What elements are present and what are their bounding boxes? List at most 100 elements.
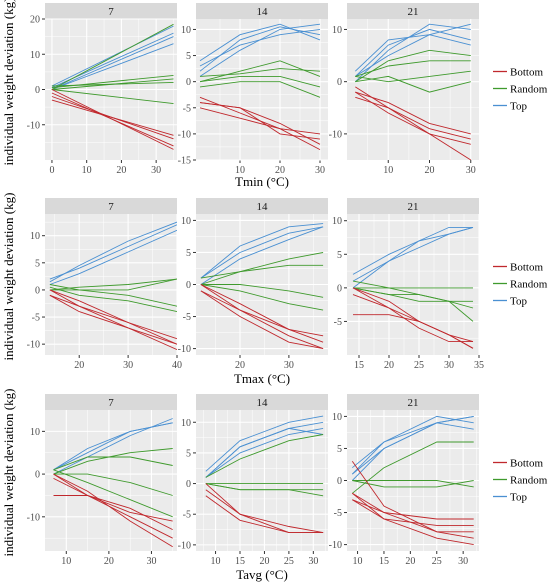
x-tick-label: 10 <box>82 165 92 176</box>
series-line-bottom <box>200 284 324 343</box>
x-tick-label: 20 <box>74 360 84 371</box>
legend-label: Random <box>510 475 548 487</box>
y-tick-label: 5 <box>186 248 191 259</box>
y-tick-label: 10 <box>30 427 40 438</box>
y-tick-label: -10 <box>27 512 40 523</box>
facet-strip <box>196 3 328 19</box>
facet-strip <box>347 3 479 19</box>
x-tick-label: 20 <box>104 556 114 567</box>
x-tick-label: 25 <box>414 360 424 371</box>
series-line-top <box>354 34 471 72</box>
series-line-random <box>49 286 177 313</box>
series-line-bottom <box>352 294 473 343</box>
series-line-random <box>53 456 173 471</box>
x-tick-label: 15 <box>354 360 364 371</box>
x-tick-label: 10 <box>383 165 393 176</box>
series-line-top <box>355 23 471 77</box>
x-tick-label: 15 <box>235 556 245 567</box>
y-tick-label: -5 <box>334 317 342 328</box>
y-tick-label: 5 <box>35 258 40 269</box>
series-line-random <box>49 289 177 307</box>
panel-row2-col2: 14 20 30 -10 -5 0 5 10 <box>178 198 328 371</box>
legend-row3: Bottom Random Top <box>493 458 548 504</box>
series-line-top <box>205 415 324 472</box>
series-line-top <box>51 36 174 90</box>
facet-strip-label: 14 <box>257 397 269 409</box>
y-tick-label: -5 <box>32 313 40 324</box>
series-line-top <box>49 229 177 285</box>
y-tick-label: -5 <box>183 103 191 114</box>
series-line-bottom <box>49 289 177 351</box>
y-tick-label: -15 <box>178 156 191 167</box>
x-axis-title: Tavg (°C) <box>236 567 288 582</box>
x-tick-label: 15 <box>379 556 389 567</box>
y-tick-label: 5 <box>337 250 342 261</box>
series-line-bottom <box>355 91 471 135</box>
y-tick-label: 0 <box>35 470 40 481</box>
x-tick-label: 20 <box>425 165 435 176</box>
series-line-random <box>200 264 324 279</box>
panel-background <box>347 214 479 355</box>
series-line-top <box>200 223 324 279</box>
series-line-top <box>199 23 321 62</box>
x-tick-label: 30 <box>308 556 318 567</box>
y-tick-label: 5 <box>337 444 342 455</box>
y-tick-label: 0 <box>337 476 342 487</box>
y-tick-label: 20 <box>30 15 40 26</box>
y-axis-title: individual weight deviation (kg) <box>1 0 16 165</box>
y-tick-label: 5 <box>186 51 191 62</box>
series-line-bottom <box>352 499 474 520</box>
y-tick-label: 0 <box>186 280 191 291</box>
x-tick-label: 25 <box>432 556 442 567</box>
x-tick-label: 20 <box>275 165 285 176</box>
panel-background <box>196 19 328 160</box>
x-axis-title: Tmax (°C) <box>234 371 290 386</box>
y-tick-label: -5 <box>183 510 191 521</box>
panel-row1-col1: 7 0 10 20 30 -10 0 10 20 <box>27 3 177 176</box>
facet-strip <box>45 198 177 214</box>
series-line-bottom <box>205 483 324 534</box>
series-line-random <box>355 60 471 77</box>
facet-strip <box>45 3 177 19</box>
x-tick-label: 20 <box>116 165 126 176</box>
series-line-random <box>200 252 324 285</box>
y-tick-label: -10 <box>329 129 342 140</box>
series-line-bottom <box>53 495 173 531</box>
series-line-bottom <box>49 294 177 340</box>
series-line-bottom <box>205 495 324 534</box>
series-line-random <box>49 278 177 291</box>
series-line-bottom <box>51 89 174 150</box>
series-line-random <box>199 75 321 88</box>
y-tick-label: -10 <box>329 540 342 551</box>
x-tick-label: 20 <box>259 556 269 567</box>
y-tick-label: 10 <box>181 216 191 227</box>
series-line-bottom <box>199 102 321 140</box>
series-line-random <box>51 81 174 87</box>
series-line-random <box>199 81 321 98</box>
x-tick-label: 30 <box>284 360 294 371</box>
panel-row2-col3: 21 15 20 25 30 35 -5 0 5 10 <box>332 198 484 371</box>
y-axis-title: individual weight deviation (kg) <box>1 193 16 361</box>
x-tick-label: 40 <box>172 360 182 371</box>
series-line-bottom <box>352 287 474 349</box>
series-line-random <box>49 278 177 291</box>
y-tick-label: 0 <box>35 85 40 96</box>
x-tick-label: 10 <box>61 556 71 567</box>
series-line-random <box>355 70 471 83</box>
series-line-bottom <box>53 477 173 522</box>
panel-row2-col1: 7 20 30 40 -10 -5 0 5 10 <box>27 198 182 371</box>
legend-row1: Bottom Random Top <box>493 67 548 113</box>
series-line-bottom <box>352 499 474 526</box>
panel-row3-col2: 14 10 15 20 25 30 -10 -5 0 5 10 <box>178 394 328 567</box>
y-tick-label: -10 <box>178 129 191 140</box>
legend-label: Bottom <box>510 458 543 470</box>
legend-row2: Bottom Random Top <box>493 262 548 308</box>
series-line-bottom <box>51 99 174 136</box>
y-tick-label: 10 <box>30 50 40 61</box>
series-line-random <box>51 89 174 105</box>
legend-label: Random <box>510 84 548 96</box>
series-line-bottom <box>49 289 177 345</box>
y-tick-label: 10 <box>332 412 342 423</box>
panel-row1-col2: 14 10 20 30 -15 -10 -5 0 5 10 <box>178 3 328 176</box>
